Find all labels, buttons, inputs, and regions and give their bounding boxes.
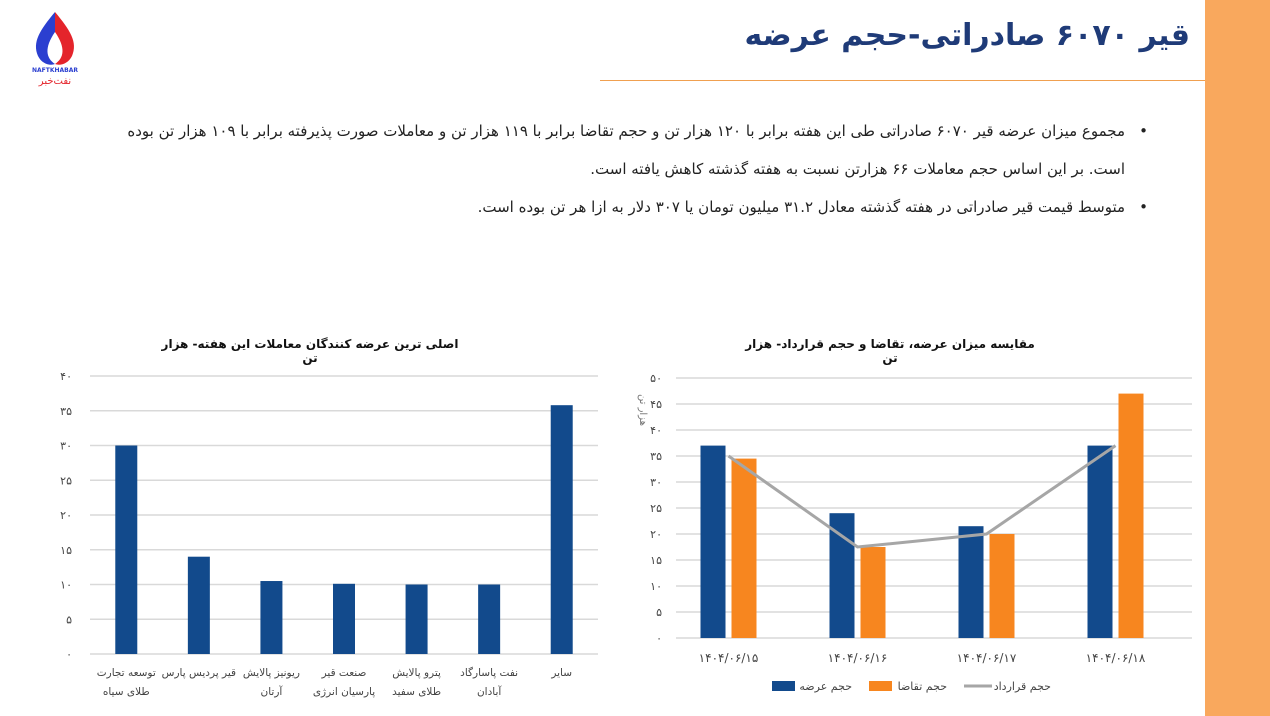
y-tick-label: ۵: [656, 606, 662, 619]
y-tick-label: ۱۵: [60, 544, 72, 557]
supply-bar: [700, 445, 726, 638]
legend-label-contract: حجم قرارداد: [994, 680, 1051, 693]
svg-text:NAFTKHABAR: NAFTKHABAR: [32, 67, 78, 74]
legend-swatch-demand: [869, 681, 892, 691]
y-tick-label: ۳۵: [60, 405, 72, 418]
bar: [187, 556, 210, 654]
x-tick-label: سایر: [550, 667, 572, 679]
x-tick-label: ریونیز پالایش: [243, 667, 300, 679]
page-title: قیر ۶۰۷۰ صادراتی-حجم عرضه: [744, 18, 1190, 53]
y-tick-label: ۵۰: [650, 372, 662, 385]
x-tick-label: پترو پالایش: [392, 667, 441, 679]
naftkhabar-logo: NAFTKHABAR نفت‌خبر: [32, 12, 78, 87]
legend-swatch-supply: [772, 681, 795, 691]
supply-bar: [1087, 445, 1113, 638]
y-tick-label: ۳۰: [60, 440, 72, 453]
legend-label-supply: حجم عرضه: [799, 680, 852, 693]
summary-bullet: متوسط قیمت قیر صادراتی در هفته گذشته معا…: [120, 188, 1150, 226]
bar: [550, 405, 573, 654]
demand-bar: [989, 534, 1015, 638]
bar: [115, 445, 138, 654]
x-tick-label: طلای سیاه: [103, 686, 150, 698]
y-tick-label: ۴۰: [650, 424, 662, 437]
x-tick-label: صنعت قیر: [321, 667, 367, 679]
demand-bar: [731, 458, 757, 638]
x-tick-label: آرتان: [261, 685, 284, 698]
y-tick-label: ۰: [656, 632, 662, 645]
x-tick-label: پارسیان انرژی: [313, 686, 375, 698]
y-tick-label: ۲۵: [650, 502, 662, 515]
x-tick-label: ۱۴۰۴/۰۶/۱۵: [699, 651, 759, 665]
y-tick-label: ۲۰: [60, 509, 72, 522]
x-tick-label: قیر پردیس پارس: [162, 667, 236, 679]
supply-bar: [958, 526, 984, 638]
y-tick-label: ۴۰: [60, 370, 72, 383]
accent-sidebar: [1205, 0, 1270, 716]
y-axis-label: هزار تن: [637, 394, 648, 426]
supply-bar: [829, 513, 855, 638]
demand-bar: [860, 547, 886, 638]
legend-label-demand: حجم تقاضا: [898, 680, 947, 693]
y-tick-label: ۱۰: [60, 579, 72, 592]
bar: [333, 583, 355, 654]
x-tick-label: ۱۴۰۴/۰۶/۱۶: [828, 651, 888, 665]
demand-bar: [1118, 393, 1144, 638]
x-tick-label: ۱۴۰۴/۰۶/۱۷: [957, 651, 1017, 665]
y-tick-label: ۱۵: [650, 554, 662, 567]
y-tick-label: ۵: [66, 613, 72, 626]
summary-bullet: مجموع میزان عرضه قیر ۶۰۷۰ صادراتی طی این…: [120, 112, 1150, 188]
y-tick-label: ۲۵: [60, 474, 72, 487]
y-tick-label: ۱۰: [650, 580, 662, 593]
x-tick-label: نفت پاسارگاد: [460, 666, 518, 679]
chart-title-comparison: مقایسه میزان عرضه، تقاضا و حجم قرارداد- …: [745, 337, 1035, 365]
svg-text:نفت‌خبر: نفت‌خبر: [38, 76, 71, 87]
title-divider: [600, 80, 1205, 81]
x-tick-label: ۱۴۰۴/۰۶/۱۸: [1086, 651, 1146, 665]
y-tick-label: ۳۰: [650, 476, 662, 489]
x-tick-label: توسعه تجارت: [97, 667, 156, 679]
summary-list: مجموع میزان عرضه قیر ۶۰۷۰ صادراتی طی این…: [120, 112, 1150, 226]
y-tick-label: ۳۵: [650, 450, 662, 463]
bar: [260, 581, 283, 654]
bar: [405, 584, 428, 654]
y-tick-label: ۲۰: [650, 528, 662, 541]
x-tick-label: طلای سفید: [392, 686, 441, 698]
bar: [478, 584, 501, 654]
y-tick-label: ۴۵: [650, 398, 662, 411]
chart-title-suppliers: اصلی ترین عرضه کنندگان معاملات این هفته-…: [161, 337, 459, 365]
x-tick-label: آبادان: [477, 685, 502, 698]
contract-line: [727, 444, 1117, 549]
y-tick-label: ۰: [66, 648, 72, 661]
